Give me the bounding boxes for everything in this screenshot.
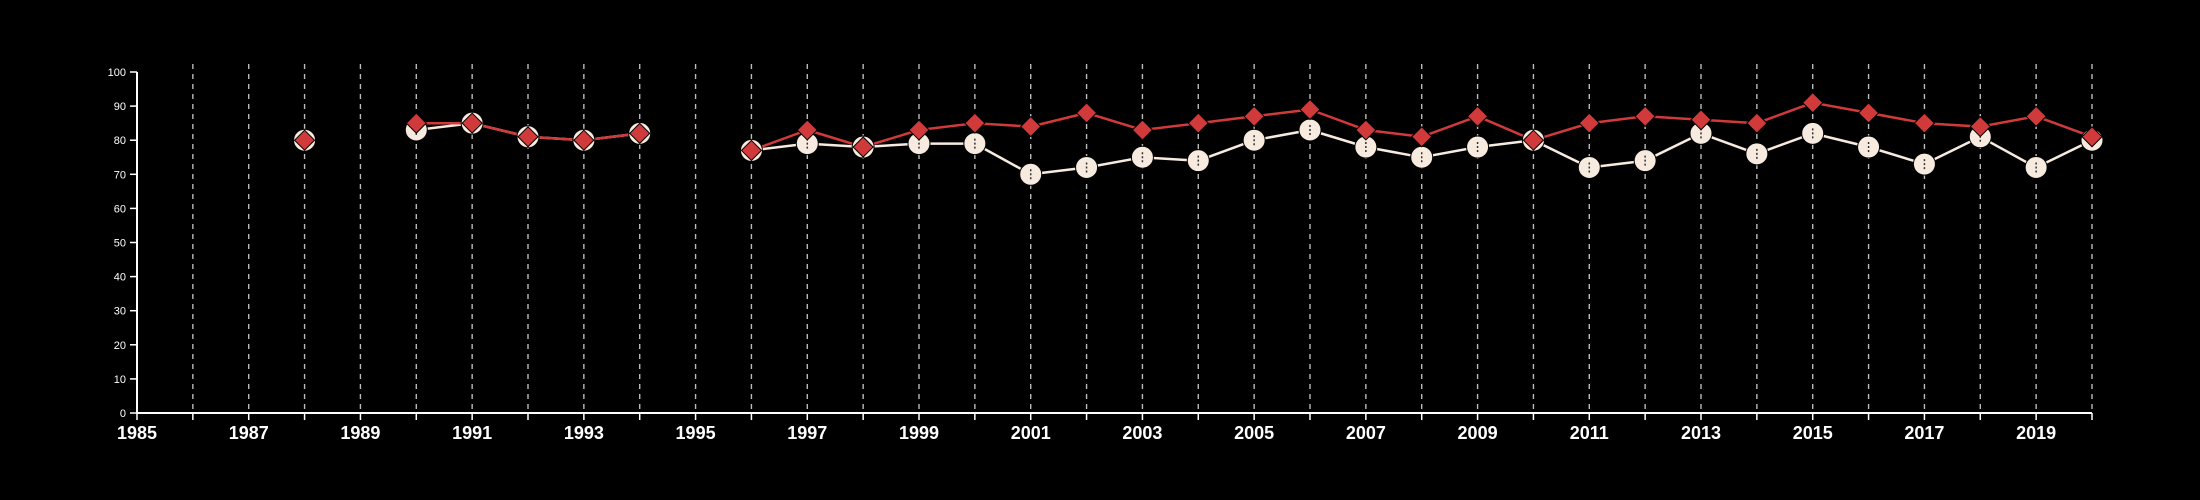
data-point-diamond [1634, 105, 1656, 128]
data-point-diamond [1802, 91, 1824, 114]
data-point-diamond [1299, 98, 1321, 121]
gridlines [192, 64, 2093, 413]
y-tick-label: 30 [114, 306, 126, 318]
x-tick-label: 1999 [899, 423, 939, 443]
data-point-diamond [1746, 112, 1768, 134]
x-tick-label: 2005 [1234, 423, 1274, 443]
series-layer [293, 91, 2104, 186]
y-tick-label: 10 [114, 374, 126, 386]
data-point-diamond [461, 112, 483, 134]
data-point-diamond [2081, 126, 2103, 148]
data-point-diamond [1690, 109, 1712, 131]
data-point-diamond [908, 119, 930, 141]
y-tick-label: 50 [114, 238, 126, 250]
data-point-diamond [1131, 119, 1154, 141]
y-tick-label: 20 [114, 340, 126, 352]
y-tick-label: 60 [114, 203, 126, 215]
x-tick-label: 1997 [787, 423, 827, 443]
data-point-diamond [293, 129, 316, 151]
data-point-diamond [1857, 102, 1880, 124]
x-tick-label: 2009 [1458, 423, 1498, 443]
data-point-diamond [405, 112, 427, 134]
y-tick-label: 40 [114, 272, 126, 284]
x-tick-label: 1995 [676, 423, 716, 443]
x-tick-label: 2011 [1570, 423, 1609, 443]
data-point-diamond [852, 136, 874, 158]
x-tick-label: 2007 [1346, 423, 1386, 443]
data-point-diamond [1913, 112, 1936, 134]
y-tick-label: 0 [120, 408, 126, 420]
x-tick-label: 1989 [340, 423, 380, 443]
data-point-diamond [629, 122, 651, 145]
data-point-diamond [1969, 115, 1991, 138]
data-point-diamond [1020, 115, 1042, 138]
data-point-diamond [1075, 102, 1098, 124]
data-point-diamond [517, 126, 539, 148]
data-point-diamond [1411, 126, 1433, 148]
x-tick-label: 1993 [564, 423, 604, 443]
x-tick-label: 2017 [1904, 423, 1944, 443]
y-tick-label: 80 [114, 135, 126, 147]
y-tick-label: 70 [114, 169, 126, 181]
data-point-diamond [573, 129, 595, 151]
data-point-diamond [1243, 105, 1265, 128]
x-tick-label: 2019 [2016, 423, 2056, 443]
axes: 0 10 20 30 40 50 60 70 80 90 100 1985 1987 1989 1991 19… [108, 67, 2093, 443]
data-point-diamond [964, 112, 986, 134]
y-tick-label: 90 [114, 101, 126, 113]
data-point-diamond [1578, 112, 1600, 134]
x-tick-label: 2015 [1793, 423, 1833, 443]
x-tick-label: 1987 [229, 423, 269, 443]
data-point-diamond [1187, 112, 1209, 134]
x-tick-label: 1991 [452, 423, 492, 443]
data-point-diamond [796, 119, 818, 141]
x-tick-label: 2003 [1122, 423, 1162, 443]
x-tick-label: 1985 [117, 423, 157, 443]
data-point-diamond [1466, 105, 1489, 128]
data-point-diamond [1522, 129, 1545, 151]
data-point-diamond [740, 139, 763, 162]
data-point-diamond [1355, 119, 1377, 141]
data-point-diamond [2025, 105, 2047, 128]
x-tick-label: 2013 [1681, 423, 1721, 443]
y-tick-label: 100 [108, 67, 126, 79]
series-1-markers [293, 91, 2103, 162]
x-tick-label: 2001 [1011, 423, 1051, 443]
